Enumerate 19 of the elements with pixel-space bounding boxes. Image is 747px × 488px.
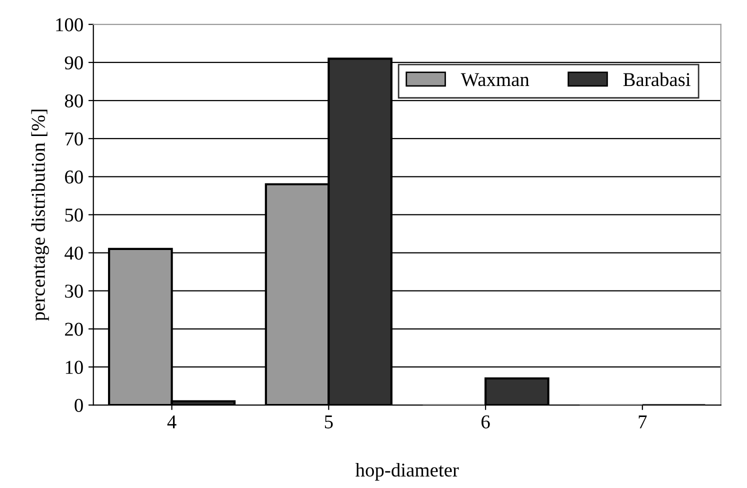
y-tick-label: 90 (64, 56, 83, 70)
legend-label: Barabasi (623, 72, 690, 86)
x-axis-title: hop-diameter (355, 462, 459, 481)
y-tick-label: 60 (65, 170, 83, 184)
y-tick-label: 10 (66, 360, 83, 374)
y-tick-label: 30 (65, 284, 83, 298)
y-tick-label: 80 (64, 94, 83, 108)
legend-label: Waxman (460, 73, 530, 86)
y-tick-label: 70 (65, 132, 83, 146)
x-tick-label: 7 (638, 416, 647, 428)
x-tick-label: 5 (324, 416, 333, 428)
y-tick-label: 20 (65, 322, 83, 336)
y-tick-label: 100 (56, 18, 83, 32)
y-tick-label: 40 (64, 246, 83, 260)
x-tick-label: 4 (167, 415, 176, 428)
y-tick-label: 50 (65, 208, 83, 222)
x-tick-label: 6 (482, 415, 490, 428)
y-axis-title: percentage distribution [%] (31, 110, 49, 321)
y-tick-label: 0 (74, 398, 83, 412)
